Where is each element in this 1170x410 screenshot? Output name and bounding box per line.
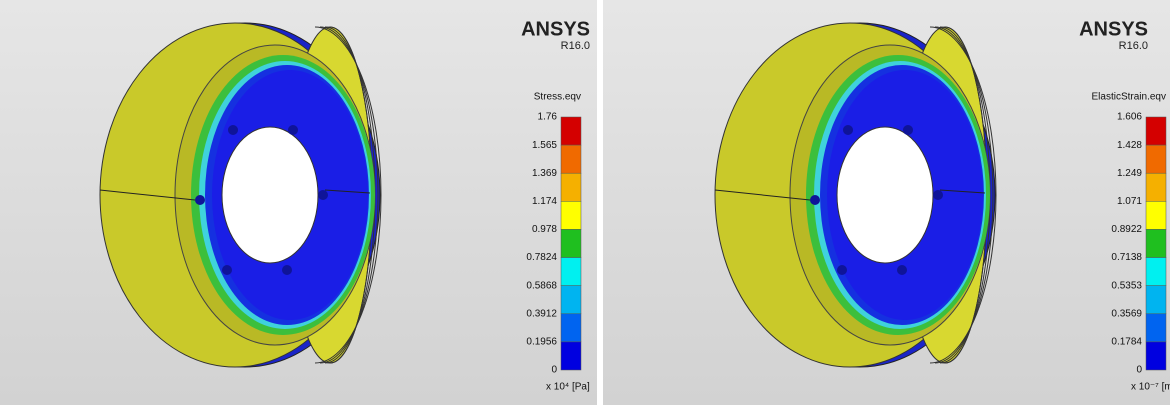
legend-units: x 10⁴ [Pa] xyxy=(546,382,590,393)
legend-label: 0.5353 xyxy=(1111,280,1142,291)
legend-label: 0.3912 xyxy=(526,308,557,319)
color-band xyxy=(1146,117,1166,145)
legend-label: 1.174 xyxy=(532,196,557,207)
legend-label: 0.3569 xyxy=(1111,308,1142,319)
legend-label: 0 xyxy=(551,365,557,376)
legend-label: 0 xyxy=(1136,365,1142,376)
legend-label: 0.978 xyxy=(532,224,557,235)
color-band xyxy=(561,229,581,257)
legend-label: 1.249 xyxy=(1117,168,1142,179)
legend-units: x 10⁻⁷ [m m^-1 xyxy=(1131,382,1170,393)
legend-label: 1.428 xyxy=(1117,140,1142,151)
legend-title: Stress.eqv xyxy=(534,92,581,103)
brand: ANSYS xyxy=(521,18,590,40)
page: ANSYSR16.0Stress.eqv1.761.5651.3691.1740… xyxy=(0,0,1170,405)
legend-label: 1.565 xyxy=(532,140,557,151)
wheel-model xyxy=(715,23,996,367)
legend-label: 1.369 xyxy=(532,168,557,179)
color-band xyxy=(1146,173,1166,201)
legend-label: 1.071 xyxy=(1117,196,1142,207)
legend-title: ElasticStrain.eqv xyxy=(1092,92,1166,103)
color-band xyxy=(1146,145,1166,173)
legend-label: 0.1956 xyxy=(526,337,557,348)
legend-label: 0.1784 xyxy=(1111,337,1142,348)
wheel-model xyxy=(100,23,381,367)
brand: ANSYS xyxy=(1079,18,1148,40)
color-band xyxy=(561,314,581,342)
color-band xyxy=(1146,258,1166,286)
color-band xyxy=(1146,286,1166,314)
color-band xyxy=(1146,201,1166,229)
legend-label: 1.76 xyxy=(538,112,558,123)
color-band xyxy=(1146,342,1166,370)
legend-label: 0.7824 xyxy=(526,252,557,263)
color-band xyxy=(561,145,581,173)
legend-label: 0.5868 xyxy=(526,280,557,291)
version: R16.0 xyxy=(1119,40,1148,52)
color-band xyxy=(561,201,581,229)
version: R16.0 xyxy=(561,40,590,52)
color-band xyxy=(561,117,581,145)
color-band xyxy=(561,258,581,286)
screenshot: ANSYSR16.0Stress.eqv1.761.5651.3691.1740… xyxy=(0,0,1170,405)
color-band xyxy=(561,286,581,314)
color-band xyxy=(561,173,581,201)
color-band xyxy=(561,342,581,370)
color-band xyxy=(1146,314,1166,342)
legend-label: 0.8922 xyxy=(1111,224,1142,235)
legend-label: 1.606 xyxy=(1117,112,1142,123)
legend-label: 0.7138 xyxy=(1111,252,1142,263)
color-band xyxy=(1146,229,1166,257)
